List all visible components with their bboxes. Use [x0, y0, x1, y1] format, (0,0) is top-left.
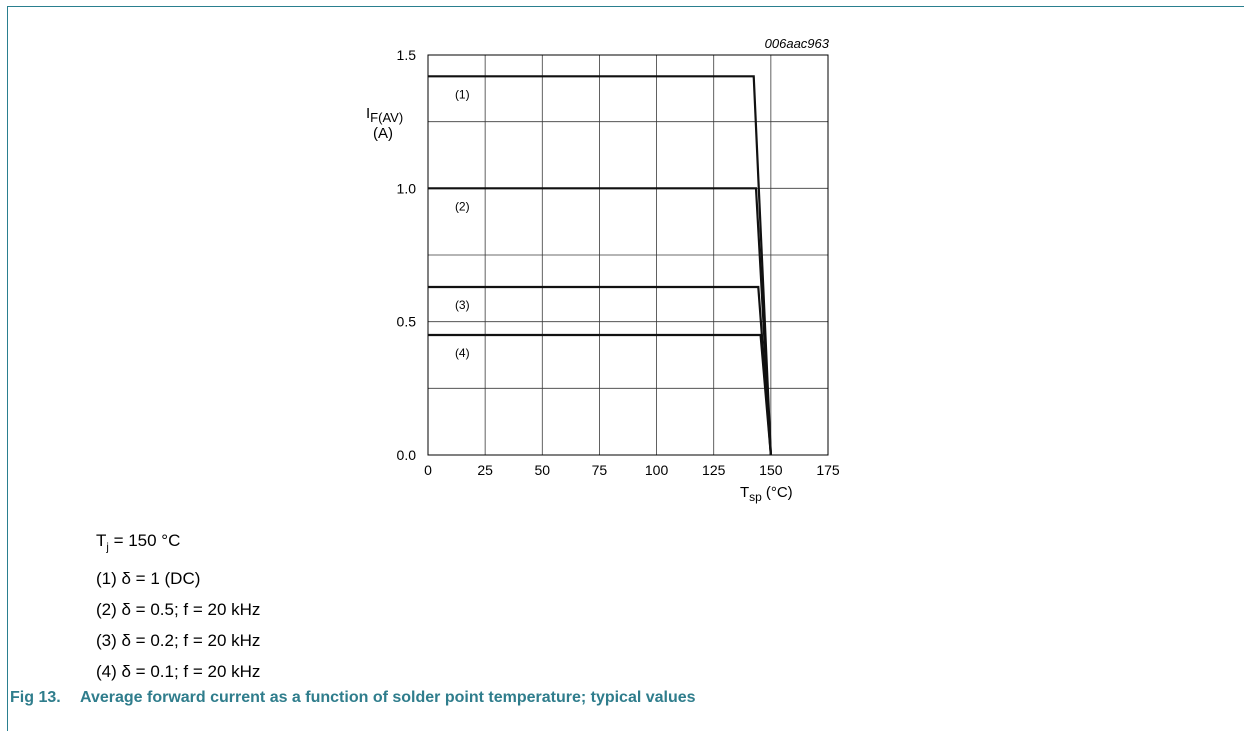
- chart-curves: [428, 75, 772, 456]
- figure-number: Fig 13.: [10, 689, 61, 706]
- frame-left-rule: [7, 6, 8, 731]
- x-tick-label-4: 100: [645, 462, 669, 478]
- note-item-3: (3) δ = 0.2; f = 20 kHz: [96, 631, 261, 651]
- curve-label-4: (4): [455, 346, 470, 360]
- x-tick-label-0: 0: [424, 462, 432, 478]
- x-tick-label-1: 25: [477, 462, 493, 478]
- x-axis-label-main: T: [740, 484, 749, 501]
- y-tick-label-1: 0.5: [397, 314, 417, 330]
- curve-1: [428, 75, 772, 456]
- figure-caption: Fig 13. Average forward current as a func…: [10, 689, 696, 707]
- curve-label-2: (2): [455, 199, 470, 213]
- figure-title: Average forward current as a function of…: [80, 689, 696, 706]
- forward-current-chart: 0 25 50 75 100 125 150 175 0.0 0.5 1.0 1.5 (1) (2) (3…: [366, 36, 840, 504]
- curve-2: [428, 187, 772, 456]
- x-tick-label-7: 175: [816, 462, 840, 478]
- chart-code: 006aac963: [765, 36, 830, 51]
- x-axis-label-unit: (°C): [766, 484, 793, 501]
- note-item-4: (4) δ = 0.1; f = 20 kHz: [96, 662, 261, 682]
- y-tick-label-0: 0.0: [397, 447, 417, 463]
- tj-sub: j: [106, 541, 109, 554]
- y-axis-label-main: I: [366, 105, 370, 122]
- y-axis-label: IF(AV): [366, 105, 403, 125]
- note-item-2: (2) δ = 0.5; f = 20 kHz: [96, 600, 261, 620]
- tj-main: T: [96, 531, 107, 550]
- chart-curve-labels: (1) (2) (3) (4): [455, 87, 470, 360]
- plot-frame: [427, 54, 829, 456]
- note-item-1: (1) δ = 1 (DC): [96, 569, 201, 589]
- frame-top-rule: [7, 6, 1244, 7]
- y-axis-label-sub: F(AV): [370, 110, 403, 125]
- y-axis-unit: (A): [373, 125, 393, 142]
- curve-label-1: (1): [455, 87, 470, 101]
- x-tick-label-6: 150: [759, 462, 783, 478]
- x-axis-label: Tsp (°C): [740, 484, 793, 504]
- x-tick-label-5: 125: [702, 462, 726, 478]
- chart-notes: Tj = 150 °C (1) δ = 1 (DC) (2) δ = 0.5; …: [96, 525, 260, 687]
- x-tick-label-3: 75: [592, 462, 608, 478]
- y-tick-label-3: 1.5: [397, 47, 417, 63]
- curve-label-3: (3): [455, 298, 470, 312]
- y-tick-label-2: 1.0: [397, 180, 417, 196]
- x-axis-label-sub: sp: [749, 490, 762, 504]
- x-tick-label-2: 50: [534, 462, 550, 478]
- curve-4: [428, 333, 772, 456]
- chart-tick-labels: 0 25 50 75 100 125 150 175 0.0 0.5 1.0 1.5: [397, 47, 840, 478]
- tj-value: = 150 °C: [108, 531, 181, 550]
- junction-temperature-note: Tj = 150 °C: [96, 525, 260, 563]
